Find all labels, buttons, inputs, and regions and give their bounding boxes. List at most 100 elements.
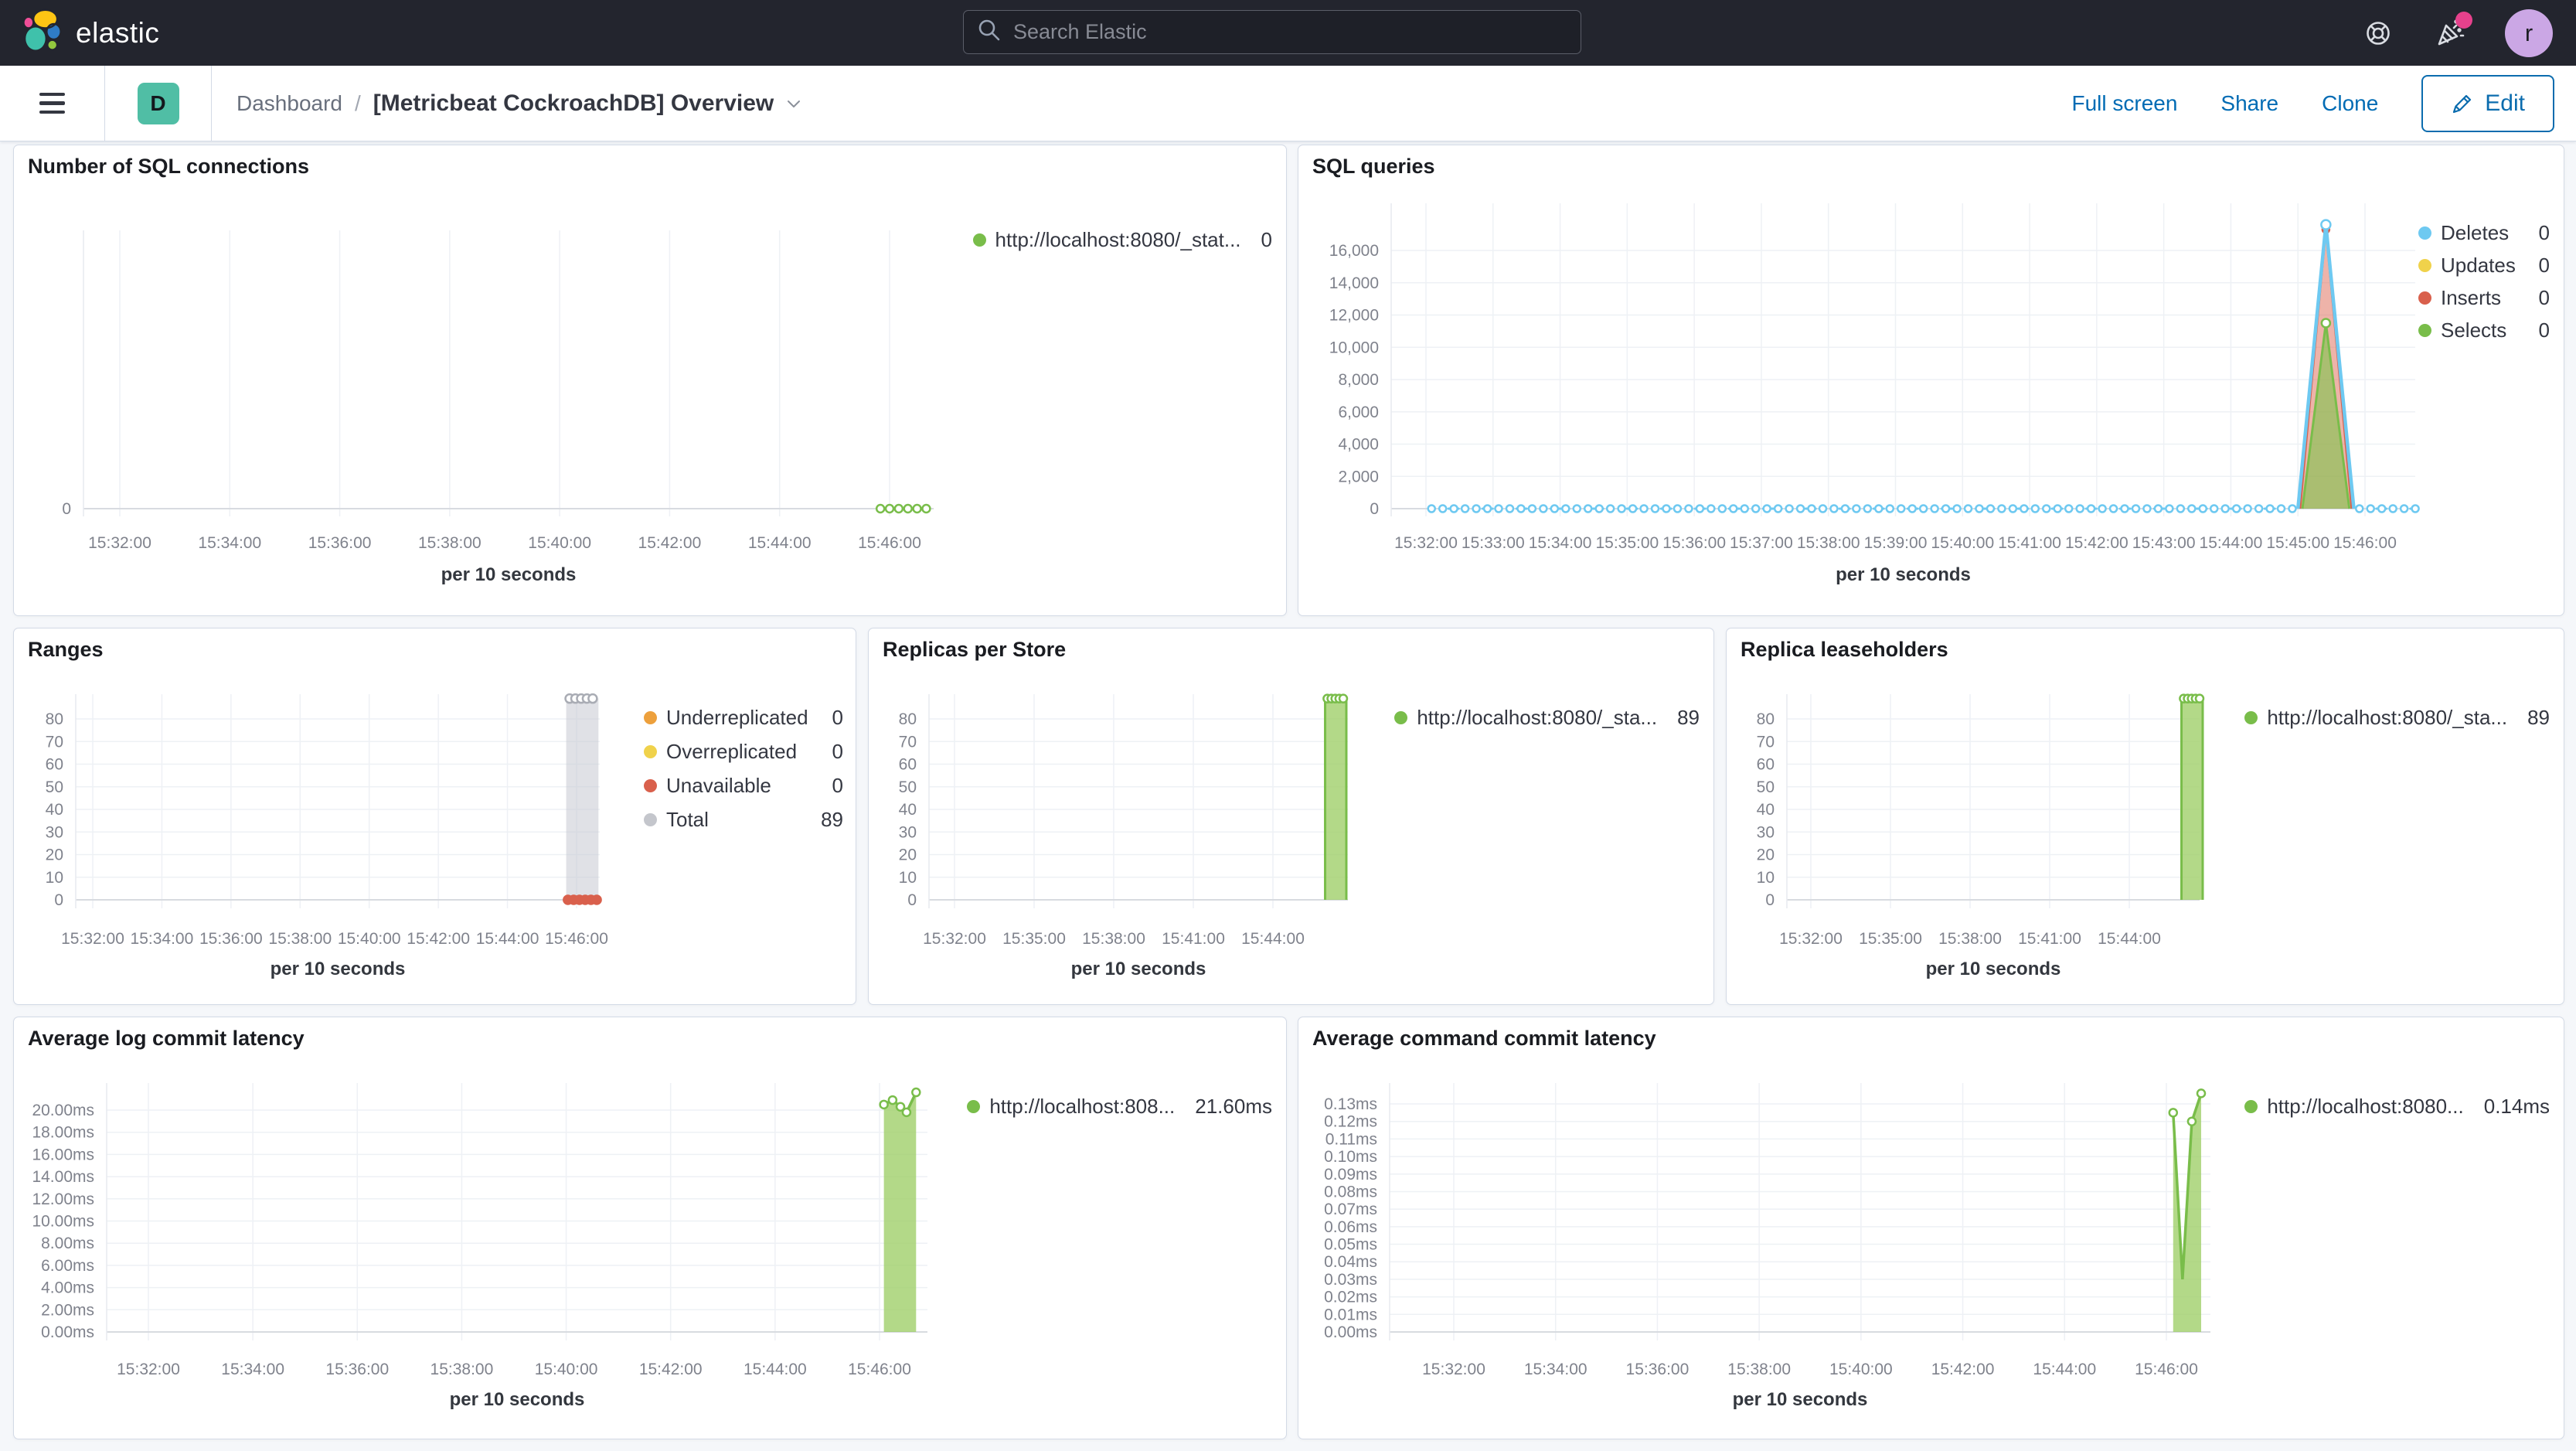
svg-text:30: 30	[1757, 823, 1775, 841]
panel-average-log-commit-latency: Average log commit latency 15:32:00 15:34…	[13, 1017, 1287, 1439]
svg-text:20: 20	[1757, 846, 1775, 864]
newsfeed-button[interactable]	[2432, 11, 2472, 52]
svg-text:0.00ms: 0.00ms	[41, 1323, 94, 1341]
svg-text:8.00ms: 8.00ms	[41, 1235, 94, 1252]
svg-text:15:32:00: 15:32:00	[117, 1361, 180, 1378]
legend-item[interactable]: http://localhost:8080/_sta... 89	[2244, 704, 2550, 731]
svg-text:15:38:00: 15:38:00	[268, 930, 332, 948]
legend-value: 0	[2538, 285, 2550, 309]
svg-text:15:40:00: 15:40:00	[535, 1361, 598, 1378]
chart-plot[interactable]: 15:32:00 15:34:00 15:36:00 15:38:00 15:40:00…	[14, 1017, 1286, 1439]
svg-text:15:35:00: 15:35:00	[1595, 534, 1659, 552]
chart-plot[interactable]: 15:32:00 15:33:00 15:34:00 15:35:00 15:36:00…	[1298, 145, 2564, 615]
legend-item[interactable]: Total 89	[644, 806, 843, 833]
svg-text:per 10 seconds: per 10 seconds	[1926, 959, 2061, 979]
legend-item[interactable]: Selects 0	[2418, 317, 2550, 343]
svg-text:15:32:00: 15:32:00	[1394, 534, 1458, 552]
svg-text:50: 50	[1757, 778, 1775, 796]
legend-item[interactable]: http://localhost:8080/_sta... 89	[1394, 704, 1700, 731]
svg-text:15:42:00: 15:42:00	[1931, 1361, 1995, 1378]
svg-text:70: 70	[1757, 733, 1775, 751]
space-selector[interactable]: D	[105, 66, 212, 141]
help-button[interactable]	[2360, 15, 2397, 52]
svg-text:per 10 seconds: per 10 seconds	[271, 959, 406, 979]
legend-dot	[967, 1099, 981, 1113]
panel-title: Average command commit latency	[1312, 1027, 1656, 1050]
chart-plot[interactable]: 15:32:00 15:34:00 15:36:00 15:38:00 15:40:00…	[1298, 1017, 2564, 1439]
legend-item[interactable]: Updates 0	[2418, 252, 2550, 278]
chart-plot[interactable]: 15:32:00 15:34:00 15:36:00 15:38:00 15:40:00…	[14, 145, 1286, 615]
legend-dot	[2244, 1099, 2258, 1113]
svg-text:15:32:00: 15:32:00	[88, 534, 151, 552]
search-input[interactable]: Search Elastic	[963, 10, 1581, 54]
svg-text:12,000: 12,000	[1329, 307, 1379, 325]
legend-item[interactable]: http://localhost:8080/_stat... 0	[972, 227, 1272, 253]
chart-canvas[interactable]: 15:32:00 15:34:00 15:36:00 15:38:00 15:40:00…	[14, 628, 856, 1004]
svg-text:15:38:00: 15:38:00	[1727, 1361, 1791, 1378]
chart-canvas[interactable]: 15:32:00 15:35:00 15:38:00 15:41:00 15:44:00…	[1727, 628, 2564, 1004]
legend-value: 0.14ms	[2483, 1094, 2550, 1118]
legend-item[interactable]: Overreplicated 0	[644, 738, 843, 765]
breadcrumb-dashboard-link[interactable]: Dashboard	[237, 90, 342, 115]
legend-dot	[644, 744, 657, 758]
legend-dot	[2418, 258, 2431, 272]
full-screen-button[interactable]: Full screen	[2071, 90, 2178, 115]
svg-text:15:32:00: 15:32:00	[1779, 930, 1843, 948]
svg-text:per 10 seconds: per 10 seconds	[1733, 1389, 1868, 1410]
main-menu-button[interactable]	[0, 66, 105, 141]
svg-text:15:44:00: 15:44:00	[1241, 930, 1305, 948]
svg-text:70: 70	[46, 733, 63, 751]
top-header-bar: elastic Search Elastic	[0, 0, 2576, 66]
share-button[interactable]: Share	[2220, 90, 2279, 115]
svg-text:20: 20	[899, 846, 917, 864]
svg-text:20: 20	[46, 846, 63, 864]
dashboard-title-menu[interactable]: [Metricbeat CockroachDB] Overview	[373, 90, 804, 117]
legend-item[interactable]: http://localhost:808... 21.60ms	[967, 1093, 1272, 1119]
legend-item[interactable]: Deletes 0	[2418, 220, 2550, 246]
chart-canvas[interactable]: 15:32:00 15:35:00 15:38:00 15:41:00 15:44:00…	[869, 628, 1713, 1004]
chart-canvas[interactable]: 15:32:00 15:34:00 15:36:00 15:38:00 15:40:00…	[14, 1017, 1286, 1439]
menu-icon	[39, 92, 65, 114]
chart-canvas[interactable]: 15:32:00 15:34:00 15:36:00 15:38:00 15:40:00…	[14, 145, 1286, 615]
chart-legend: Deletes 0 Updates 0 Inserts 0 Selects 0	[2418, 220, 2550, 343]
svg-text:0.03ms: 0.03ms	[1324, 1271, 1377, 1289]
chart-legend: Underreplicated 0 Overreplicated 0 Unavailab…	[644, 704, 843, 833]
chart-legend: http://localhost:808... 21.60ms	[967, 1093, 1272, 1119]
legend-item[interactable]: Inserts 0	[2418, 284, 2550, 311]
svg-text:15:38:00: 15:38:00	[1082, 930, 1145, 948]
legend-label: Selects	[2441, 318, 2507, 342]
svg-text:per 10 seconds: per 10 seconds	[1836, 564, 1971, 585]
chart-legend: http://localhost:8080/_stat... 0	[972, 227, 1272, 253]
elastic-home-link[interactable]: elastic	[20, 9, 159, 57]
svg-text:12.00ms: 12.00ms	[32, 1190, 94, 1208]
edit-button[interactable]: Edit	[2421, 74, 2554, 132]
chart-plot[interactable]: 15:32:00 15:35:00 15:38:00 15:41:00 15:44:00…	[869, 628, 1713, 1004]
svg-text:15:44:00: 15:44:00	[476, 930, 539, 948]
legend-item[interactable]: Unavailable 0	[644, 772, 843, 799]
svg-text:0: 0	[1370, 500, 1379, 518]
chart-legend: http://localhost:8080... 0.14ms	[2244, 1093, 2550, 1119]
avatar[interactable]: r	[2505, 9, 2553, 57]
chart-plot[interactable]: 15:32:00 15:34:00 15:36:00 15:38:00 15:40:00…	[14, 628, 856, 1004]
svg-text:80: 80	[1757, 710, 1775, 728]
legend-dot	[644, 778, 657, 792]
elastic-logo-icon	[20, 9, 65, 57]
chart-canvas[interactable]: 15:32:00 15:33:00 15:34:00 15:35:00 15:36:00…	[1298, 145, 2564, 615]
svg-text:60: 60	[899, 756, 917, 774]
legend-value: 0	[1261, 227, 1272, 251]
svg-text:15:46:00: 15:46:00	[858, 534, 921, 552]
chart-canvas[interactable]: 15:32:00 15:34:00 15:36:00 15:38:00 15:40:00…	[1298, 1017, 2564, 1439]
legend-label: Unavailable	[666, 773, 771, 797]
legend-item[interactable]: Underreplicated 0	[644, 704, 843, 731]
panel-ranges: Ranges 15:32:00 15:34:00 15:36:00 15:38:00 1…	[13, 628, 856, 1005]
svg-text:15:36:00: 15:36:00	[1626, 1361, 1690, 1378]
svg-text:80: 80	[46, 710, 63, 728]
svg-text:15:38:00: 15:38:00	[430, 1361, 494, 1378]
legend-label: Deletes	[2441, 220, 2510, 244]
svg-text:15:36:00: 15:36:00	[1662, 534, 1726, 552]
svg-text:60: 60	[1757, 756, 1775, 774]
legend-item[interactable]: http://localhost:8080... 0.14ms	[2244, 1093, 2550, 1119]
chart-plot[interactable]: 15:32:00 15:35:00 15:38:00 15:41:00 15:44:00…	[1727, 628, 2564, 1004]
svg-text:15:43:00: 15:43:00	[2132, 534, 2196, 552]
clone-button[interactable]: Clone	[2322, 90, 2379, 115]
